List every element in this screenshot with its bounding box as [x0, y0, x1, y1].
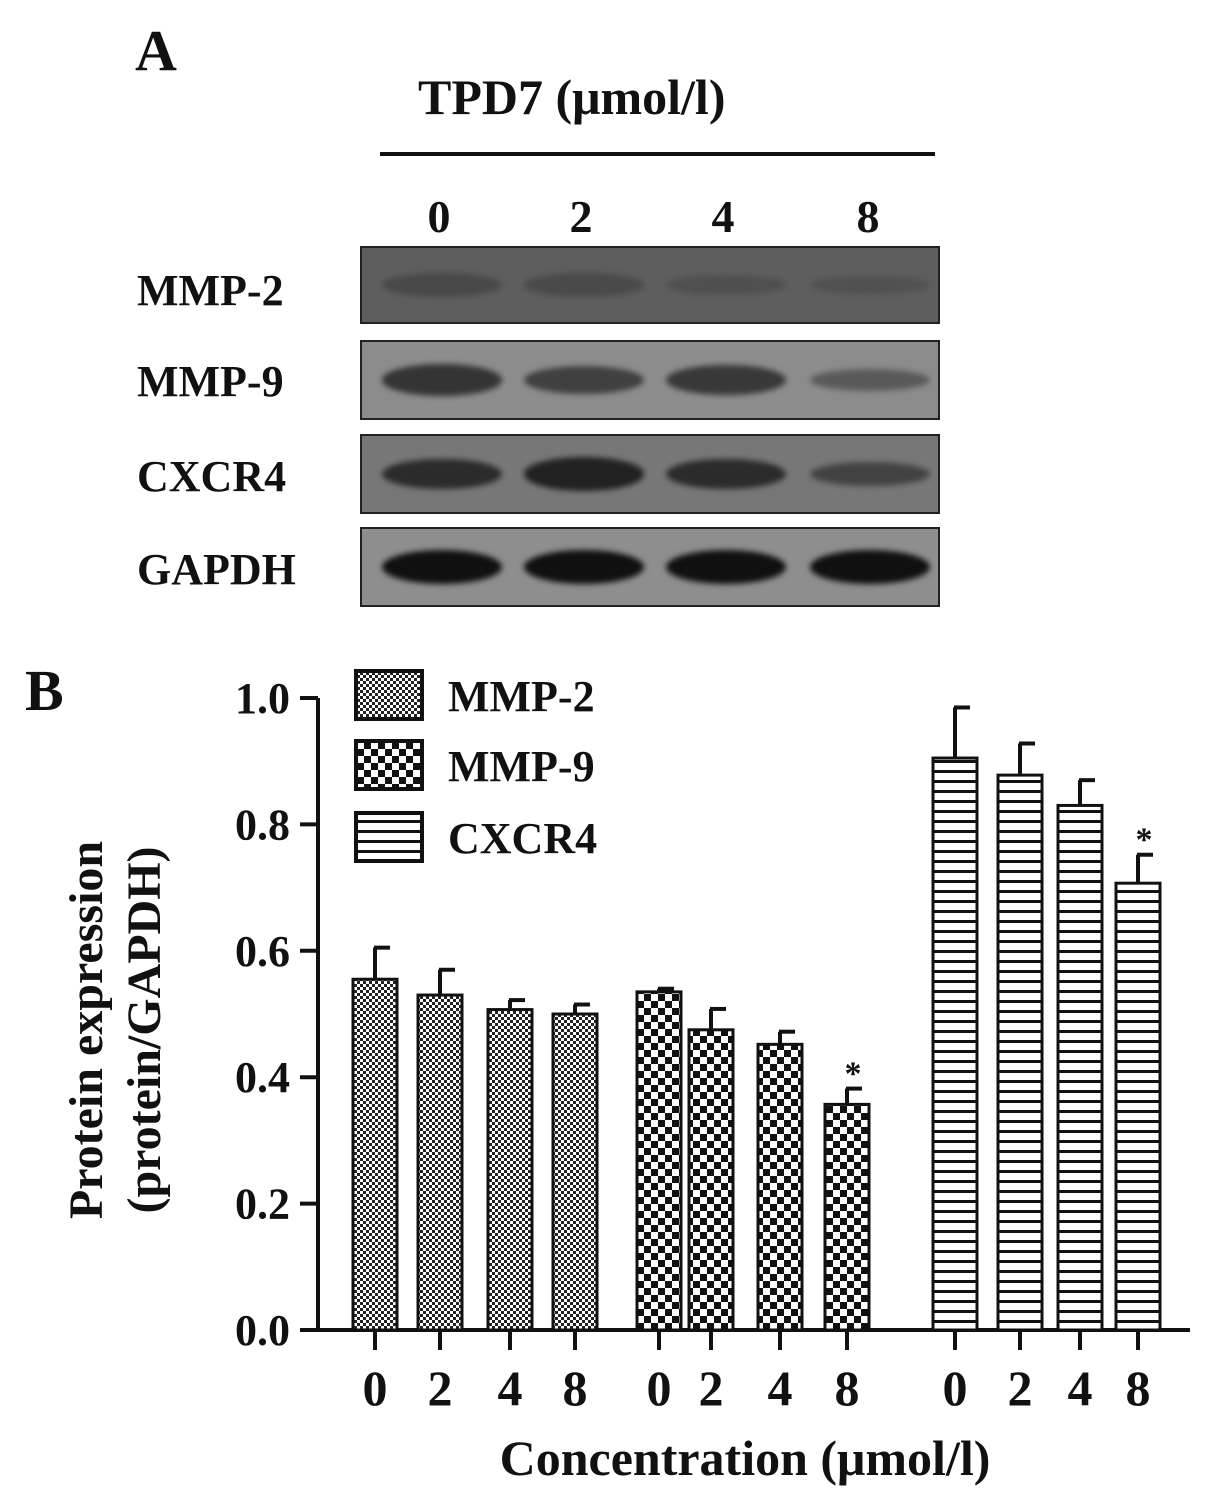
blot-row-label: GAPDH [137, 545, 296, 594]
bar-mmp2 [551, 1012, 599, 1332]
blot-band [666, 550, 786, 584]
blot-band [382, 364, 502, 396]
treatment-label: TPD7 (μmol/l) [418, 69, 726, 125]
blot-row-label: MMP-9 [137, 357, 284, 406]
lane-label-0: 0 [427, 191, 451, 242]
blot-band [666, 275, 786, 295]
legend-label-mmp9: MMP-9 [448, 742, 595, 791]
bar-cxcr4 [1056, 803, 1104, 1332]
blot-band [810, 275, 930, 295]
y-tick-label: 0.6 [235, 927, 290, 976]
lane-label-2: 2 [569, 191, 593, 242]
legend-swatch-mmp2 [354, 669, 424, 721]
y-tick-label: 0.0 [235, 1306, 290, 1355]
bar-mmp2 [486, 1008, 534, 1332]
x-tick-label: 0 [647, 1360, 672, 1416]
bar-cxcr4 [1114, 881, 1162, 1332]
lane-label-4: 4 [711, 191, 735, 242]
bar-mmp2 [416, 993, 464, 1332]
blot-band [524, 365, 644, 395]
blot-band [382, 458, 502, 490]
bar-mmp9 [823, 1102, 871, 1332]
blot-band [666, 364, 786, 396]
treatment-bracket-line [380, 152, 935, 156]
blot-band [666, 458, 786, 490]
y-axis-label-line-2: (protein/GAPDH) [118, 846, 171, 1213]
x-tick-label: 0 [363, 1360, 388, 1416]
y-tick-label: 0.8 [235, 800, 290, 849]
x-tick-label: 2 [1008, 1360, 1033, 1416]
x-tick-label: 2 [699, 1360, 724, 1416]
bar-mmp2 [351, 977, 399, 1332]
x-tick-label: 4 [498, 1360, 523, 1416]
significance-star: * [845, 1056, 862, 1093]
blot-strip-mmp2 [360, 246, 940, 324]
legend-label-cxcr4: CXCR4 [448, 814, 597, 863]
blot-band [382, 550, 502, 584]
y-tick-label: 0.2 [235, 1180, 290, 1229]
legend-swatch-cxcr4 [354, 811, 424, 863]
legend-swatch-mmp9 [354, 739, 424, 791]
panel-b-letter: B [25, 658, 64, 723]
blot-band [382, 272, 502, 298]
blot-row-label: CXCR4 [137, 452, 287, 501]
bar-mmp9 [635, 990, 683, 1332]
blot-band [810, 368, 930, 392]
blot-band [524, 550, 644, 584]
blot-row-label: MMP-2 [137, 266, 284, 315]
significance-star: * [1136, 822, 1153, 859]
x-tick-label: 4 [768, 1360, 793, 1416]
blot-strip-mmp9 [360, 340, 940, 420]
x-tick-label: 0 [943, 1360, 968, 1416]
x-tick-label: 8 [563, 1360, 588, 1416]
x-tick-label: 2 [428, 1360, 453, 1416]
lane-label-8: 8 [856, 191, 880, 242]
bar-cxcr4 [931, 756, 979, 1332]
y-tick-label: 0.4 [235, 1053, 290, 1102]
legend-label-mmp2: MMP-2 [448, 672, 595, 721]
blot-band [524, 457, 644, 491]
legend: MMP-2 MMP-9 CXCR4 [354, 669, 597, 863]
bar-mmp9 [756, 1042, 804, 1332]
blot-band [810, 550, 930, 584]
x-axis-label: Concentration (μmol/l) [500, 1430, 991, 1486]
y-tick-label: 1.0 [235, 674, 290, 723]
y-axis-label-line-1: Protein expression [60, 841, 113, 1219]
blot-band [810, 461, 930, 487]
x-tick-label: 8 [1126, 1360, 1151, 1416]
x-tick-label: 4 [1068, 1360, 1093, 1416]
blot-strip-gapdh [360, 527, 940, 607]
blot-band [524, 273, 644, 297]
x-tick-label: 8 [835, 1360, 860, 1416]
bar-mmp9 [687, 1028, 735, 1332]
panel-a-letter: A [135, 18, 177, 83]
bar-cxcr4 [996, 773, 1044, 1332]
blot-strip-cxcr4 [360, 434, 940, 514]
